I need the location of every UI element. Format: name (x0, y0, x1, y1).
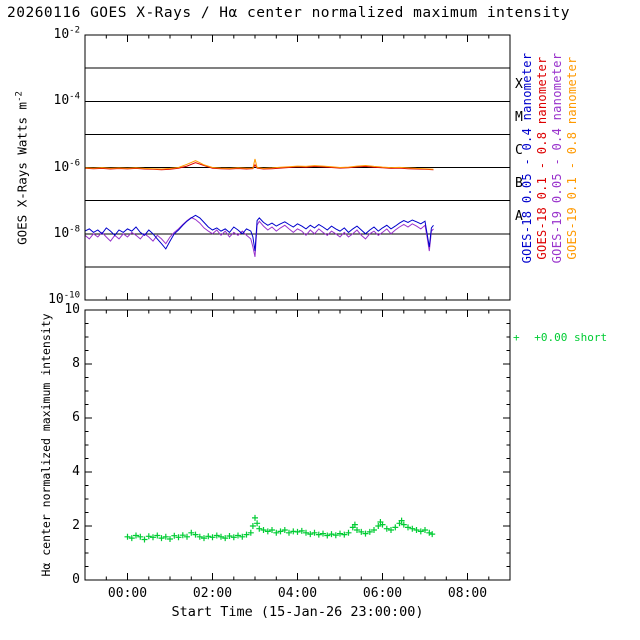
xaxis-label: Start Time (15-Jan-26 23:00:00) (171, 604, 424, 620)
halpha-ytick-label: 8 (72, 356, 80, 371)
halpha-ytick-label: 0 (72, 572, 80, 587)
plot-title: 20260116 GOES X-Rays / Hα center normali… (7, 5, 571, 21)
legend-vertical-text: GOES-18 0.1 - 0.8 nanometer (535, 56, 549, 260)
goes-ytick-label: 10-6 (53, 158, 81, 175)
xtick-label: 04:00 (277, 586, 318, 601)
halpha-ytick-label: 2 (72, 518, 80, 533)
legend-vertical-text: GOES-19 0.1 - 0.8 nanometer (565, 56, 579, 260)
flare-class-letter: M (515, 109, 523, 125)
goes-ytick-label: 10-4 (53, 91, 81, 109)
legend-vertical-text: GOES-18 0.05 - 0.4 nanometer (520, 52, 534, 264)
halpha-ytick-label: 10 (64, 302, 80, 317)
xtick-label: 02:00 (192, 586, 233, 601)
halpha-yaxis-label: Hα center normalized maximum intensity (39, 313, 53, 577)
legend-vertical-text: GOES-19 0.05 - 0.4 nanometer (550, 52, 564, 264)
xtick-label: 00:00 (107, 586, 148, 601)
goes-ytick-label: 10-10 (48, 290, 80, 307)
flare-class-letter: C (515, 142, 523, 158)
plus-marker-icon: + (513, 331, 520, 344)
xtick-label: 06:00 (362, 586, 403, 601)
flare-class-letter: X (515, 76, 523, 92)
goes-ytick-label: 10-8 (53, 224, 81, 241)
flare-class-letter: B (515, 176, 523, 192)
halpha-legend: + +0.00 short (513, 331, 607, 344)
xtick-label: 08:00 (447, 586, 488, 601)
goes-yaxis-label-exponent: -2 (14, 91, 25, 102)
goes-ytick-label: 10-2 (53, 25, 81, 42)
flare-class-letter: A (515, 209, 523, 225)
halpha-legend-label: +0.00 short (534, 331, 608, 344)
halpha-ytick-label: 6 (72, 410, 80, 425)
halpha-ytick-label: 4 (72, 464, 80, 479)
